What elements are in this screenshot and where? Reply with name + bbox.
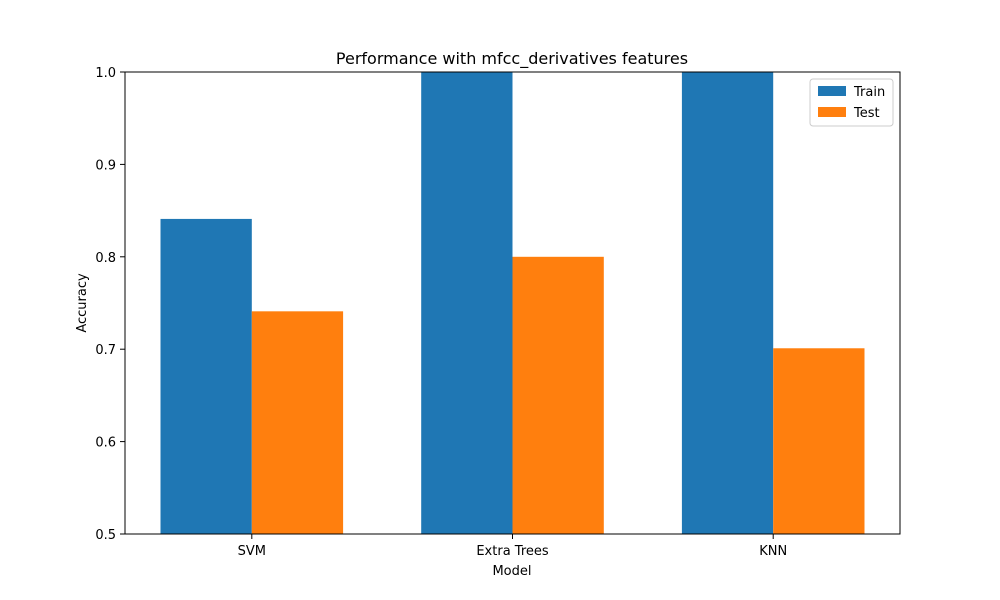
bar-test-extra-trees (512, 256, 604, 534)
y-tick-label: 0.9 (95, 158, 116, 173)
y-tick-label: 1.0 (95, 66, 116, 81)
legend-label-train: Train (853, 85, 885, 100)
y-tick-label: 0.7 (95, 343, 116, 358)
bar-train-svm (160, 218, 252, 534)
bar-train-extra-trees (421, 72, 513, 534)
y-axis-label: Accuracy (75, 273, 90, 333)
y-tick-label: 0.6 (95, 436, 116, 451)
legend: Train Test (809, 78, 894, 127)
y-axis: 0.5 0.6 0.7 0.8 0.9 1.0 (95, 66, 125, 543)
bar-test-knn (773, 348, 865, 534)
x-tick-label: SVM (238, 544, 266, 559)
x-tick-label: Extra Trees (476, 544, 549, 559)
y-tick-label: 0.5 (95, 528, 116, 543)
y-tick-label: 0.8 (95, 251, 116, 266)
bars-group (160, 72, 865, 534)
x-axis: SVM Extra Trees KNN (238, 534, 787, 559)
bar-train-knn (681, 72, 774, 534)
legend-swatch-train (818, 86, 846, 96)
bar-test-svm (251, 311, 344, 534)
legend-label-test: Test (853, 106, 880, 121)
x-axis-label: Model (492, 564, 531, 579)
legend-swatch-test (818, 107, 846, 117)
x-tick-label: KNN (759, 544, 787, 559)
chart-title: Performance with mfcc_derivatives featur… (336, 49, 688, 69)
